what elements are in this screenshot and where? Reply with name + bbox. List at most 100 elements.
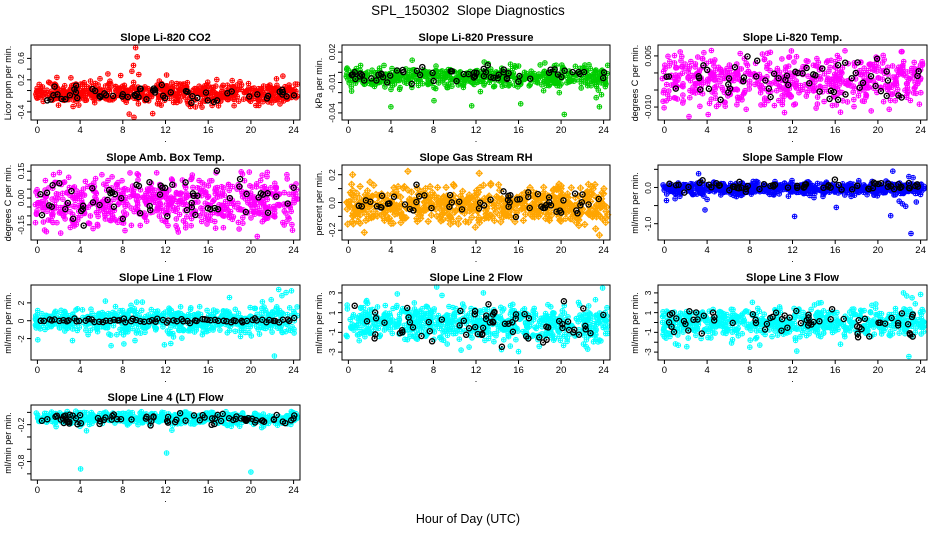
- x-tick-label: 20: [245, 365, 257, 376]
- x-tick-label: 16: [829, 245, 841, 256]
- y-tick-label: 1: [327, 310, 337, 315]
- y-tick-label: 0.02: [327, 43, 337, 61]
- x-tick-label: 8: [120, 125, 126, 136]
- y-tick-label: 2: [16, 300, 26, 306]
- x-tick-label: 12: [160, 245, 171, 256]
- x-tick-label: 24: [915, 125, 926, 136]
- axis-ticks: [27, 170, 295, 244]
- x-tick-label: 0: [34, 245, 41, 256]
- x-tick-label: 24: [915, 365, 926, 376]
- y-tick-label: 0.005: [643, 45, 653, 67]
- x-tick-label: 0: [34, 365, 41, 376]
- x-tick-label: 0: [34, 485, 41, 496]
- x-tick-label: 16: [513, 365, 524, 376]
- x-tick-label: 8: [120, 365, 126, 376]
- plot-area: [27, 284, 301, 364]
- y-axis-label: degrees C per min.: [630, 44, 640, 121]
- y-axis-label: ml/min per min.: [3, 411, 13, 474]
- panel-slope-gas-stream-rh: Slope Gas Stream RH percent per min. 0.2 0.…: [314, 150, 630, 270]
- plot-area: [338, 44, 611, 124]
- y-tick-label: -0.01: [327, 72, 337, 93]
- panel-title: Slope Li-820 Temp.: [742, 32, 843, 44]
- x-tick-label: 16: [202, 485, 214, 496]
- panel-x-label: .: [791, 374, 794, 384]
- x-tick-label: 8: [120, 485, 126, 496]
- panel-slope-line-1-flow: Slope Line 1 Flow ml/min per min. 2 0 -2 0 4 8 1…: [0, 270, 320, 390]
- panel-title: Slope Amb. Box Temp.: [106, 152, 225, 164]
- x-tick-label: 24: [288, 365, 299, 376]
- panel-title: Slope Line 1 Flow: [119, 272, 212, 284]
- plot-area: [338, 284, 611, 364]
- plot-area: [27, 164, 301, 244]
- x-tick-label: 16: [513, 245, 524, 256]
- plot-area: [27, 44, 301, 124]
- panel-x-label: .: [164, 494, 167, 504]
- x-tick-label: 16: [829, 125, 841, 136]
- x-tick-label: 16: [202, 125, 214, 136]
- panel-slope-line-4-lt-flow: Slope Line 4 (LT) Flow ml/min per min. -0.…: [0, 390, 320, 510]
- y-tick-label: 0.15: [16, 163, 26, 180]
- axis-ticks: [654, 292, 922, 364]
- y-tick-label: -0.8: [16, 454, 26, 469]
- x-tick-label: 20: [555, 245, 567, 256]
- x-tick-label: 16: [829, 365, 841, 376]
- panel-title: Slope Line 4 (LT) Flow: [107, 392, 224, 404]
- x-tick-label: 12: [470, 365, 482, 376]
- x-tick-label: 24: [598, 365, 609, 376]
- x-tick-label: 24: [288, 485, 299, 496]
- x-tick-label: 12: [160, 365, 171, 376]
- x-tick-label: 8: [430, 125, 437, 136]
- y-tick-label: -2: [16, 334, 26, 343]
- x-tick-label: 0: [345, 125, 352, 136]
- axis-ticks: [338, 174, 605, 244]
- y-tick-label: -1.0: [643, 216, 653, 232]
- panel-slope-li-820-temp: Slope Li-820 Temp. degrees C per min. 0.00…: [630, 30, 936, 150]
- panel-x-label: .: [474, 374, 478, 384]
- y-axis-label: kPa per min.: [314, 57, 324, 108]
- x-tick-label: 12: [470, 245, 482, 256]
- x-tick-label: 8: [747, 365, 753, 376]
- x-axis-label: Hour of Day (UTC): [415, 512, 521, 526]
- scatter-points: [33, 44, 301, 121]
- y-tick-label: -3: [327, 348, 337, 356]
- x-tick-label: 0: [661, 245, 668, 256]
- plot-area: [654, 284, 928, 364]
- axis-ticks: [654, 168, 922, 244]
- panel-x-label: .: [474, 134, 478, 144]
- x-tick-label: 4: [704, 125, 710, 136]
- x-tick-label: 16: [513, 125, 524, 136]
- y-tick-label: 0.2: [327, 168, 337, 181]
- x-tick-label: 20: [245, 245, 257, 256]
- plot-area: [338, 164, 612, 244]
- y-tick-label: -0.04: [327, 103, 337, 123]
- figure-title: SPL_150302 Slope Diagnostics: [371, 3, 565, 18]
- panel-title: Slope Sample Flow: [742, 152, 843, 164]
- y-tick-label: -3: [643, 348, 653, 356]
- x-tick-label: 24: [288, 245, 299, 256]
- x-tick-label: 24: [598, 125, 609, 136]
- x-tick-label: 4: [77, 125, 83, 136]
- panel-slope-li-820-co2: Slope Li-820 CO2 Licor ppm per min. 0.6 0.2…: [0, 30, 320, 150]
- y-tick-label: -0.2: [16, 417, 26, 433]
- x-tick-label: 12: [787, 365, 798, 376]
- y-tick-label: -0.15: [16, 215, 26, 235]
- x-tick-label: 12: [160, 485, 171, 496]
- x-tick-label: 20: [245, 125, 257, 136]
- y-tick-label: -0.4: [16, 104, 26, 120]
- panel-title: Slope Line 2 Flow: [429, 272, 523, 284]
- x-tick-label: 16: [202, 245, 214, 256]
- x-tick-label: 4: [77, 485, 83, 496]
- panel-title: Slope Line 3 Flow: [746, 272, 839, 284]
- x-tick-label: 0: [34, 125, 41, 136]
- panel-slope-sample-flow: Slope Sample Flow ml/min per min. 0.0 -1.0 0…: [630, 150, 936, 270]
- plot-area: [27, 404, 301, 484]
- x-tick-label: 0: [345, 365, 352, 376]
- axis-ticks: [338, 51, 605, 124]
- x-tick-label: 4: [77, 245, 83, 256]
- panel-title: Slope Gas Stream RH: [419, 152, 533, 164]
- panel-slope-line-2-flow: Slope Line 2 Flow ml/min per min. 3 1 -1 -3 0 4…: [314, 270, 630, 390]
- x-tick-label: 20: [872, 125, 884, 136]
- x-tick-label: 0: [661, 365, 668, 376]
- panel-title: Slope Li-820 CO2: [120, 32, 211, 44]
